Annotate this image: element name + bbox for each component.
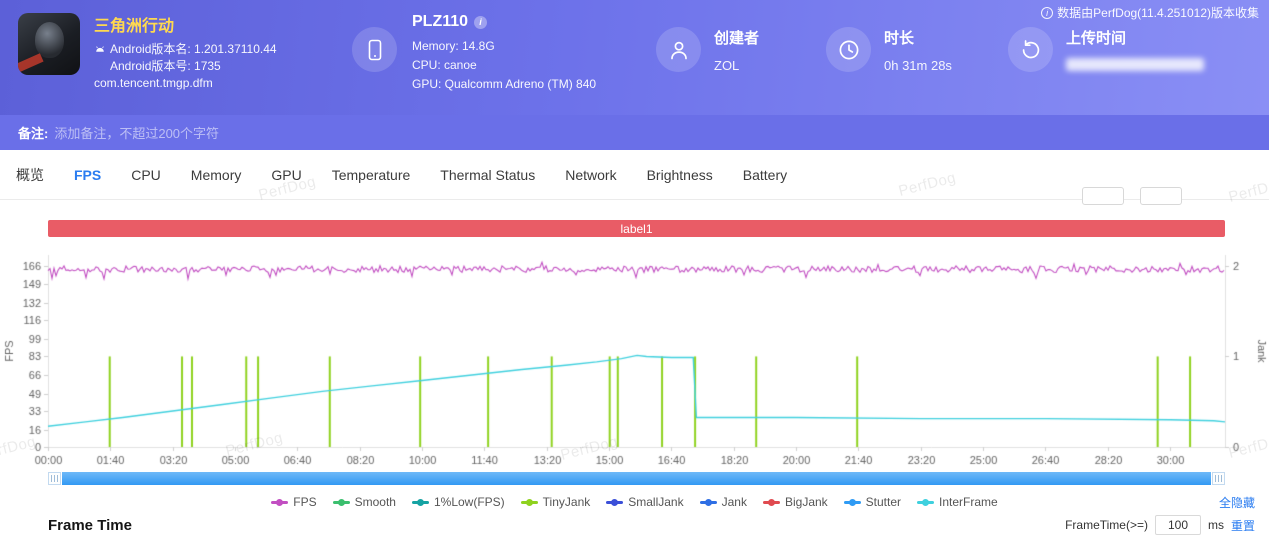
app-package: com.tencent.tmgp.dfm <box>94 76 213 90</box>
app-version-name-row: Android版本名: 1.201.37110.44 <box>94 41 277 58</box>
legend-marker-icon <box>917 498 935 506</box>
legend-item-1-low-fps-[interactable]: 1%Low(FPS) <box>411 495 505 509</box>
device-model: PLZ110 <box>412 13 469 30</box>
chart-legend: FPS Smooth 1%Low(FPS) TinyJank SmallJank Jank… <box>0 492 1269 512</box>
collect-info: i 数据由PerfDog(11.4.251012)版本收集 <box>1041 4 1259 21</box>
legend-marker-icon <box>762 498 780 506</box>
tab-Thermal Status[interactable]: Thermal Status <box>440 166 536 183</box>
legend-label: SmallJank <box>628 495 684 509</box>
legend-label: Jank <box>721 495 747 509</box>
legend-item-interframe[interactable]: InterFrame <box>917 495 998 509</box>
device-gpu: GPU: Qualcomm Adreno (TM) 840 <box>412 77 597 91</box>
upload-label: 上传时间 <box>1066 30 1127 47</box>
legend-label: FPS <box>293 495 317 509</box>
device-info-block: PLZ110 i Memory: 14.8G CPU: canoe GPU: Q… <box>412 13 596 94</box>
app-version-code: Android版本号: 1735 <box>110 59 221 73</box>
legend-label: BigJank <box>784 495 828 509</box>
legend-marker-icon <box>699 498 717 506</box>
legend-label: 1%Low(FPS) <box>433 495 505 509</box>
legend-label: TinyJank <box>542 495 591 509</box>
legend-row: FPS Smooth 1%Low(FPS) TinyJank SmallJank Jank… <box>0 492 1269 512</box>
device-model-row: PLZ110 i <box>412 13 596 31</box>
android-icon <box>96 45 104 52</box>
device-info-icon[interactable]: i <box>474 15 488 29</box>
legend-item-jank[interactable]: Jank <box>699 495 747 509</box>
tab-Brightness[interactable]: Brightness <box>646 166 713 183</box>
chart-scrollbar <box>48 472 1225 485</box>
tab-FPS[interactable]: FPS <box>74 166 102 183</box>
chart-toolbar-button-left[interactable] <box>1082 187 1124 205</box>
device-memory: Memory: 14.8G <box>412 39 495 53</box>
tab-Battery[interactable]: Battery <box>742 166 788 183</box>
legend-item-smooth[interactable]: Smooth <box>332 495 396 509</box>
scrollbar-track[interactable] <box>61 472 1212 485</box>
game-app-icon <box>18 13 80 75</box>
scrollbar-right-handle[interactable] <box>1212 472 1225 485</box>
upload-time-redacted <box>1066 58 1204 71</box>
header: i 数据由PerfDog(11.4.251012)版本收集 三角洲行动 Andr… <box>0 0 1269 115</box>
legend-label: InterFrame <box>939 495 998 509</box>
remark-input-bar[interactable]: 备注: 添加备注，不超过200个字符 <box>0 115 1269 150</box>
legend-marker-icon <box>332 498 350 506</box>
device-icon <box>352 27 397 72</box>
tab-GPU[interactable]: GPU <box>271 166 302 183</box>
upload-icon-circle <box>1008 27 1053 72</box>
duration-block: 时长 0h 31m 28s <box>884 27 952 73</box>
person-icon <box>670 41 687 59</box>
history-arrow-icon <box>1022 39 1039 58</box>
legend-marker-icon <box>843 498 861 506</box>
app-info-block: 三角洲行动 Android版本名: 1.201.37110.44 Android… <box>94 12 277 92</box>
tab-bar: 概览 FPS CPU Memory GPU Temperature Thermal Stat… <box>0 150 1269 200</box>
legend-marker-icon <box>271 498 289 506</box>
device-cpu: CPU: canoe <box>412 58 477 72</box>
legend-marker-icon <box>520 498 538 506</box>
creator-value: ZOL <box>714 58 740 73</box>
hide-all-link[interactable]: 全隐藏 <box>1218 496 1255 510</box>
legend-label: Smooth <box>354 495 396 509</box>
legend-item-tinyjank[interactable]: TinyJank <box>520 495 591 509</box>
remark-label: 备注: <box>18 126 49 141</box>
legend-item-smalljank[interactable]: SmallJank <box>606 495 684 509</box>
fps-jank-chart[interactable] <box>0 241 1269 469</box>
app-title: 三角洲行动 <box>94 18 175 35</box>
grip-icon <box>1215 475 1222 482</box>
bottom-row: Frame Time FrameTime(>=) ms 重置 <box>0 515 1269 535</box>
frametime-input[interactable] <box>1154 515 1201 535</box>
frame-time-section-title: Frame Time <box>48 516 132 534</box>
creator-block: 创建者 ZOL <box>714 27 759 73</box>
legend-item-bigjank[interactable]: BigJank <box>762 495 828 509</box>
fps-chart-section: label1 FPS Smooth 1%Low(FPS) TinyJank SmallJ… <box>0 220 1269 535</box>
collect-info-text: 数据由PerfDog(11.4.251012)版本收集 <box>1057 6 1259 20</box>
tab-Network[interactable]: Network <box>565 166 617 183</box>
frametime-filter-group: FrameTime(>=) ms 重置 <box>1065 515 1255 535</box>
tab-Temperature[interactable]: Temperature <box>331 166 411 183</box>
reset-link[interactable]: 重置 <box>1230 518 1255 533</box>
chart-banner: label1 <box>48 220 1225 237</box>
chart-toolbar-button-right[interactable] <box>1140 187 1182 205</box>
phone-icon <box>368 39 381 60</box>
legend-label: Stutter <box>865 495 902 509</box>
tab-概览[interactable]: 概览 <box>16 166 44 183</box>
creator-icon-circle <box>656 27 701 72</box>
frametime-label: FrameTime(>=) <box>1065 518 1148 532</box>
creator-label: 创建者 <box>714 30 760 47</box>
scrollbar-left-handle[interactable] <box>48 472 61 485</box>
tab-Memory[interactable]: Memory <box>190 166 242 183</box>
legend-marker-icon <box>606 498 624 506</box>
tab-CPU[interactable]: CPU <box>131 166 161 183</box>
info-circle-icon: i <box>1041 6 1054 19</box>
app-version-name: Android版本名: 1.201.37110.44 <box>110 42 277 56</box>
legend-item-stutter[interactable]: Stutter <box>843 495 902 509</box>
remark-placeholder: 添加备注，不超过200个字符 <box>54 126 220 141</box>
legend-marker-icon <box>411 498 429 506</box>
frametime-unit: ms <box>1207 518 1224 532</box>
upload-block: 上传时间 <box>1066 27 1204 71</box>
duration-label: 时长 <box>884 30 915 47</box>
grip-icon <box>51 475 58 482</box>
duration-value: 0h 31m 28s <box>884 58 952 73</box>
clock-icon <box>839 40 858 59</box>
duration-icon-circle <box>826 27 871 72</box>
legend-item-fps[interactable]: FPS <box>271 495 317 509</box>
